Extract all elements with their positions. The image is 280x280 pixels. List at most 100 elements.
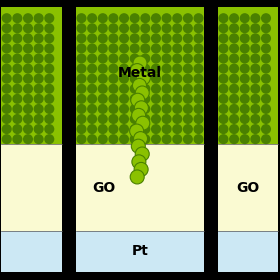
- Circle shape: [140, 84, 150, 94]
- Circle shape: [119, 74, 129, 84]
- Circle shape: [183, 74, 193, 84]
- Circle shape: [183, 114, 193, 124]
- Circle shape: [98, 84, 108, 94]
- Circle shape: [183, 13, 193, 23]
- Circle shape: [135, 147, 149, 161]
- Circle shape: [87, 64, 97, 74]
- Circle shape: [172, 74, 182, 84]
- Circle shape: [140, 94, 150, 104]
- Circle shape: [87, 124, 97, 134]
- Bar: [218, 144, 278, 231]
- Circle shape: [240, 33, 250, 43]
- Circle shape: [2, 74, 12, 84]
- Circle shape: [23, 114, 33, 124]
- Circle shape: [218, 13, 228, 23]
- Circle shape: [76, 33, 87, 43]
- Circle shape: [98, 104, 108, 114]
- Circle shape: [87, 114, 97, 124]
- Circle shape: [183, 53, 193, 64]
- Circle shape: [44, 13, 54, 23]
- Circle shape: [218, 94, 228, 104]
- Circle shape: [12, 53, 22, 64]
- Circle shape: [229, 134, 239, 144]
- Circle shape: [108, 124, 118, 134]
- Circle shape: [218, 43, 228, 53]
- Circle shape: [261, 43, 271, 53]
- Circle shape: [183, 23, 193, 33]
- Circle shape: [76, 124, 87, 134]
- Circle shape: [261, 23, 271, 33]
- Circle shape: [130, 53, 140, 64]
- Circle shape: [261, 114, 271, 124]
- Circle shape: [2, 124, 12, 134]
- Circle shape: [12, 13, 22, 23]
- Circle shape: [183, 94, 193, 104]
- Circle shape: [172, 33, 182, 43]
- Circle shape: [34, 94, 44, 104]
- Circle shape: [134, 101, 148, 115]
- Circle shape: [250, 114, 260, 124]
- Circle shape: [119, 53, 129, 64]
- Circle shape: [119, 134, 129, 144]
- Circle shape: [140, 104, 150, 114]
- Circle shape: [108, 84, 118, 94]
- Circle shape: [151, 94, 161, 104]
- Circle shape: [12, 114, 22, 124]
- Circle shape: [132, 108, 146, 122]
- Circle shape: [240, 114, 250, 124]
- Circle shape: [240, 64, 250, 74]
- Circle shape: [240, 74, 250, 84]
- Circle shape: [172, 124, 182, 134]
- Circle shape: [98, 43, 108, 53]
- Circle shape: [193, 84, 204, 94]
- Circle shape: [151, 114, 161, 124]
- Circle shape: [12, 64, 22, 74]
- Circle shape: [130, 124, 144, 138]
- Circle shape: [183, 84, 193, 94]
- Bar: [218, 7, 278, 144]
- Circle shape: [229, 43, 239, 53]
- Circle shape: [23, 33, 33, 43]
- Circle shape: [23, 53, 33, 64]
- Circle shape: [44, 124, 54, 134]
- Circle shape: [108, 64, 118, 74]
- Circle shape: [162, 43, 172, 53]
- Circle shape: [140, 134, 150, 144]
- Circle shape: [44, 33, 54, 43]
- Circle shape: [218, 114, 228, 124]
- Circle shape: [108, 94, 118, 104]
- Circle shape: [140, 33, 150, 43]
- Circle shape: [130, 13, 140, 23]
- Circle shape: [87, 84, 97, 94]
- Circle shape: [151, 13, 161, 23]
- Circle shape: [162, 53, 172, 64]
- Circle shape: [98, 64, 108, 74]
- Circle shape: [193, 104, 204, 114]
- Circle shape: [172, 13, 182, 23]
- Circle shape: [23, 124, 33, 134]
- Circle shape: [108, 43, 118, 53]
- Text: GO: GO: [237, 181, 260, 195]
- Circle shape: [240, 53, 250, 64]
- Circle shape: [135, 86, 149, 100]
- Circle shape: [172, 84, 182, 94]
- Circle shape: [250, 74, 260, 84]
- Circle shape: [130, 84, 140, 94]
- Circle shape: [229, 13, 239, 23]
- Circle shape: [76, 104, 87, 114]
- Circle shape: [136, 116, 150, 130]
- Circle shape: [132, 78, 146, 92]
- Circle shape: [87, 23, 97, 33]
- Circle shape: [44, 43, 54, 53]
- Circle shape: [240, 94, 250, 104]
- Circle shape: [98, 23, 108, 33]
- Circle shape: [34, 74, 44, 84]
- Circle shape: [130, 74, 140, 84]
- Circle shape: [23, 104, 33, 114]
- Circle shape: [87, 104, 97, 114]
- Circle shape: [133, 56, 147, 70]
- Circle shape: [34, 104, 44, 114]
- Circle shape: [218, 53, 228, 64]
- Circle shape: [87, 43, 97, 53]
- Circle shape: [229, 53, 239, 64]
